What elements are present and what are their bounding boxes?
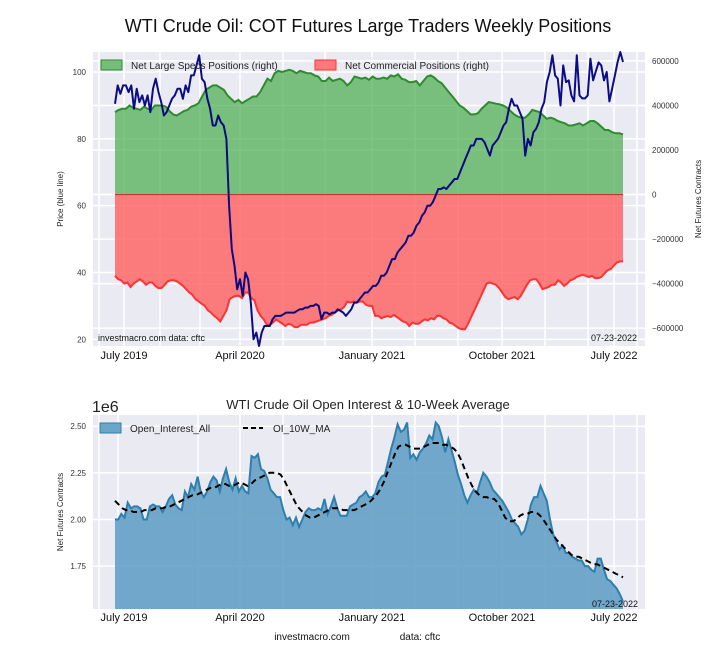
open-interest-line [115,420,624,602]
date-stamp: 07-23-2022 [591,333,637,343]
open-interest-tick-label: 2.25 [70,469,86,478]
footer-data: data: cftc [400,632,441,643]
price-tick-label: 60 [77,202,86,211]
legend-label-specs: Net Large Specs Positions (right) [131,61,278,72]
contracts-tick-label: 200000 [652,146,679,155]
positions-legend: Net Large Specs Positions (right) Net Co… [100,59,489,72]
price-line [114,51,624,347]
open-interest-axis-label: Net Futures Contracts [56,473,65,551]
legend-label-open-interest: Open_Interest_All [130,424,210,435]
open-interest-y-ticks: 1.75 2.00 2.25 2.50 [70,422,86,571]
contracts-tick-label: 0 [652,191,657,200]
open-interest-x-tick-label: April 2020 [215,612,265,624]
contracts-tick-label: −200000 [652,235,684,244]
contracts-axis-label: Net Futures Contracts [694,160,703,238]
contracts-tick-label: 600000 [652,57,679,66]
open-interest-chart: WTI Crude Oil Open Interest & 10-Week Av… [56,397,645,624]
contracts-axis-ticks: −600000 −400000 −200000 0 200000 400000 600000 [652,57,684,333]
open-interest-x-tick-label: July 2022 [590,612,637,624]
legend-swatch-specs [100,59,123,71]
open-interest-tick-label: 2.00 [70,515,86,524]
positions-x-tick-label: January 2021 [339,350,406,362]
contracts-tick-label: 400000 [652,101,679,110]
positions-x-ticks: July 2019 April 2020 January 2021 October 2… [100,350,637,362]
legend-swatch-open-interest [99,422,122,434]
open-interest-area [115,420,624,609]
open-interest-fill [115,422,623,609]
specs-area [115,69,623,195]
commercial-line [114,260,623,331]
open-interest-tick-label: 1.75 [70,562,86,571]
open-interest-date-stamp: 07-23-2022 [592,599,638,609]
price-axis-ticks: 20 40 60 80 100 [73,68,87,344]
legend-swatch-commercial [314,59,337,71]
contracts-tick-label: −600000 [652,324,684,333]
moving-average-line [114,442,624,579]
positions-chart: 20 40 60 80 100 −600000 −400000 −200000 0 200000… [56,51,703,362]
price-tick-label: 80 [77,135,86,144]
positions-x-tick-label: July 2022 [590,350,637,362]
contracts-tick-label: −400000 [652,280,684,289]
price-tick-label: 100 [73,68,87,77]
price-tick-label: 40 [77,269,86,278]
open-interest-tick-label: 2.50 [70,422,86,431]
watermark-text: investmacro.com data: cftc [98,333,206,343]
open-interest-x-tick-label: July 2019 [100,612,147,624]
price-tick-label: 20 [77,335,86,344]
open-interest-x-ticks: July 2019 April 2020 January 2021 October 2… [100,612,637,624]
moving-average-group [114,442,624,579]
y-scale-label: 1e6 [92,399,119,416]
open-interest-x-tick-label: January 2021 [339,612,406,624]
open-interest-title: WTI Crude Oil Open Interest & 10-Week Av… [226,397,509,412]
legend-label-ma: OI_10W_MA [273,424,331,435]
positions-x-tick-label: April 2020 [215,350,265,362]
positions-x-tick-label: October 2021 [469,350,536,362]
legend-label-commercial: Net Commercial Positions (right) [345,61,489,72]
specs-line [114,68,624,136]
open-interest-legend: Open_Interest_All OI_10W_MA [99,422,331,435]
open-interest-x-tick-label: October 2021 [469,612,536,624]
footer-site: investmacro.com [274,632,350,643]
figure-title: WTI Crude Oil: COT Futures Large Traders… [125,16,612,36]
price-axis-label: Price (blue line) [56,171,65,227]
positions-x-tick-label: July 2019 [100,350,147,362]
price-line-group [114,51,624,347]
